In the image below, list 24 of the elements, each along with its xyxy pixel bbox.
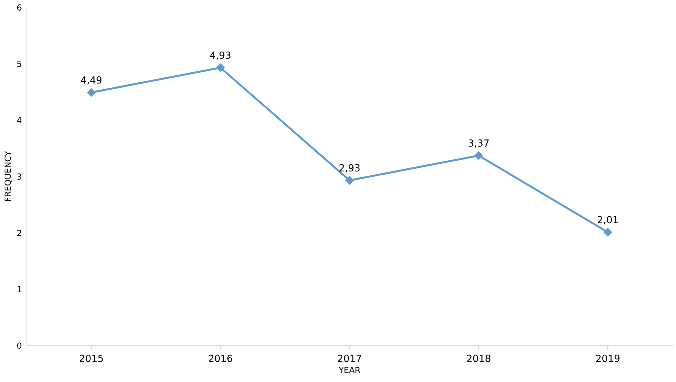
data-label: 2,93 xyxy=(340,164,360,173)
point xyxy=(346,176,354,185)
point xyxy=(604,228,612,237)
y-axis-title: FREQUENCY xyxy=(4,151,12,202)
data-label: 4,49 xyxy=(81,76,102,85)
x-tick-label: 2016 xyxy=(209,354,232,362)
y-tick-label: 6 xyxy=(17,4,22,11)
point xyxy=(87,88,96,97)
point xyxy=(474,152,484,160)
data-label: 4,93 xyxy=(210,52,231,60)
x-tick-label: 2018 xyxy=(467,354,491,362)
y-tick-label: 4 xyxy=(17,117,22,124)
y-tick-label: 0 xyxy=(17,342,22,349)
x-tick-label: 2015 xyxy=(80,354,104,362)
y-tick-label: 2 xyxy=(17,230,22,236)
y-tick-label: 5 xyxy=(18,61,22,68)
point xyxy=(216,64,225,72)
x-tick-label: 2017 xyxy=(338,354,362,362)
x-tick-label: 2019 xyxy=(596,354,620,362)
data-label: 2,01 xyxy=(598,216,618,225)
y-tick-label: 3 xyxy=(18,174,22,180)
data-label: 3,37 xyxy=(468,140,489,148)
y-tick-label: 1 xyxy=(18,286,22,293)
x-axis-title: YEAR xyxy=(338,367,361,374)
